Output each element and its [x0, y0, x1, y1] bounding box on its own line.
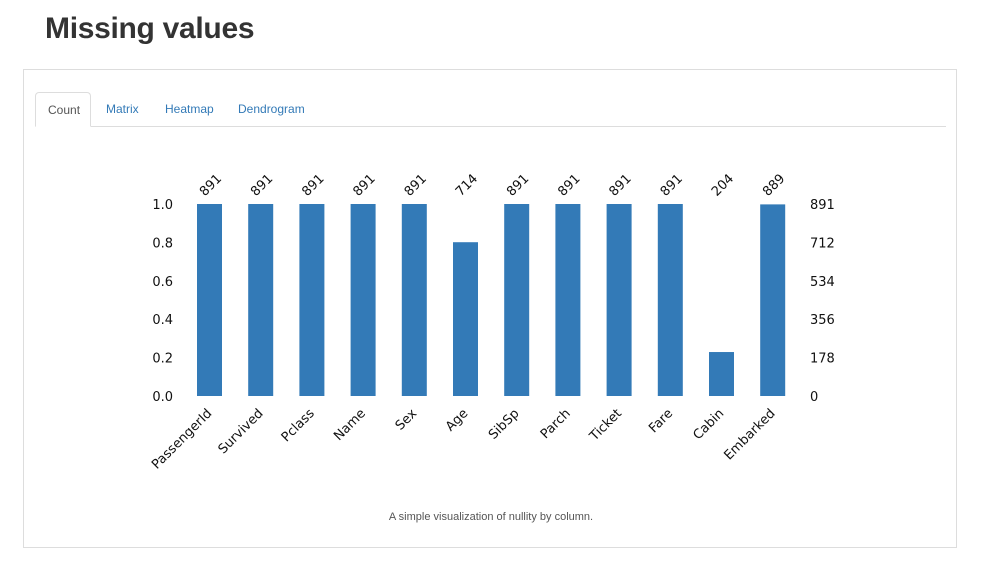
right-axis-tick-label: 178	[810, 352, 835, 367]
right-axis-tick-label: 0	[810, 390, 818, 405]
left-axis-tick-label: 0.8	[152, 236, 173, 251]
tab-dendrogram[interactable]: Dendrogram	[238, 102, 305, 116]
bar-passengerid	[197, 204, 222, 396]
x-axis-tick-label: Sex	[393, 406, 421, 434]
bar-pclass	[299, 204, 325, 396]
bar-embarked	[760, 204, 786, 396]
tab-matrix[interactable]: Matrix	[106, 102, 139, 116]
bar-count-label: 714	[453, 171, 481, 199]
x-axis-tick-label: PassengerId	[149, 406, 215, 472]
bar-sibsp	[504, 204, 530, 396]
x-axis-tick-label: SibSp	[486, 406, 523, 443]
bar-name	[350, 204, 376, 396]
bar-count-label: 204	[709, 171, 737, 199]
x-axis-tick-label: Embarked	[721, 406, 778, 463]
left-axis-tick-label: 0.4	[152, 313, 173, 328]
chart-panel: Count Matrix Heatmap Dendrogram 0.0 0.2 0.…	[23, 69, 957, 548]
bar-count-label: 891	[658, 171, 686, 199]
tab-heatmap[interactable]: Heatmap	[165, 102, 214, 116]
right-axis-tick-label: 356	[810, 313, 835, 328]
bar-count-label: 891	[402, 171, 430, 199]
chart-caption: A simple visualization of nullity by col…	[388, 511, 594, 523]
nullity-bar-chart: 0.0 0.2 0.4 0.6 0.8 1.0 0 178 356 534 712 891 891 Pas…	[149, 171, 835, 472]
x-axis-tick-label: Age	[443, 406, 471, 434]
bar-survived	[248, 204, 274, 396]
bar-count-label: 891	[504, 171, 532, 199]
tab-bar: Count Matrix Heatmap Dendrogram	[35, 92, 946, 127]
bar-count-label: 891	[248, 171, 276, 199]
x-axis-tick-label: Name	[331, 406, 369, 444]
bar-count-label: 891	[607, 171, 635, 199]
x-axis-tick-label: Pclass	[279, 406, 318, 445]
tab-count[interactable]: Count	[35, 92, 91, 127]
bar-parch	[555, 204, 581, 396]
left-axis-tick-label: 0.2	[152, 352, 173, 367]
x-axis-tick-label: Fare	[646, 406, 676, 436]
bar-cabin	[709, 352, 734, 396]
page-title: Missing values	[45, 12, 255, 45]
bar-fare	[657, 204, 683, 396]
right-axis-tick-label: 712	[810, 236, 835, 251]
bar-count-label: 891	[351, 171, 379, 199]
bar-sex	[401, 204, 427, 396]
x-axis-tick-label: Ticket	[586, 406, 625, 445]
bar-count-label: 891	[197, 171, 225, 199]
x-axis-tick-label: Parch	[538, 406, 574, 442]
bar-count-label: 891	[555, 171, 583, 199]
bar-count-label: 889	[760, 171, 788, 199]
left-axis-tick-label: 0.6	[152, 275, 173, 290]
x-axis-tick-label: Cabin	[690, 406, 727, 443]
bar-count-label: 891	[299, 171, 327, 199]
right-axis-tick-label: 534	[810, 275, 835, 290]
right-axis-tick-label: 891	[810, 198, 835, 213]
bar-ticket	[606, 204, 632, 396]
left-axis-tick-label: 1.0	[152, 198, 173, 213]
left-axis-tick-label: 0.0	[152, 390, 173, 405]
bar-age	[453, 242, 478, 396]
x-axis-tick-label: Survived	[216, 406, 267, 457]
